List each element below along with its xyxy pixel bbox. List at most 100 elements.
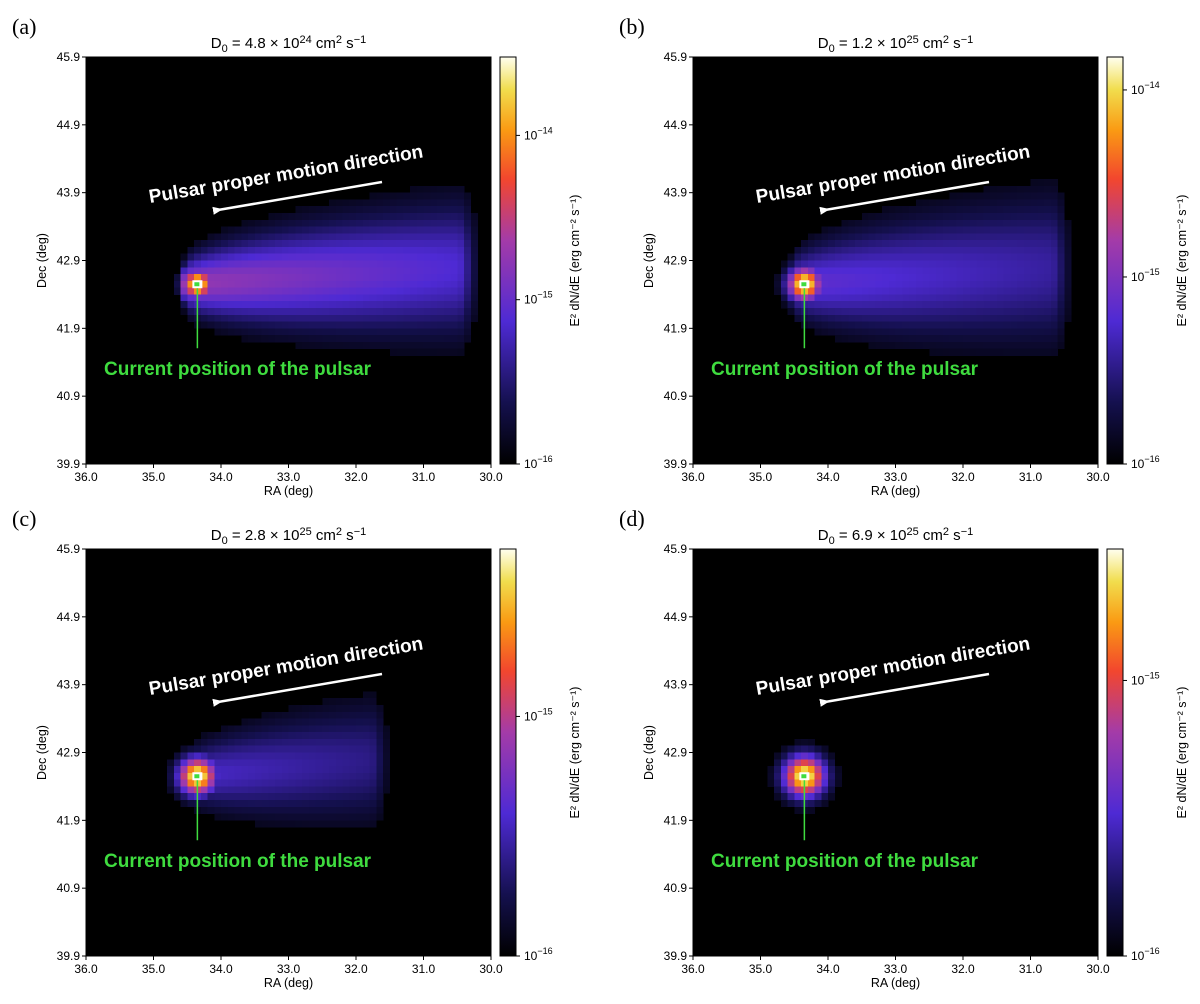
heatmap-cell [942, 314, 950, 322]
heatmap-cell [861, 301, 869, 309]
title-title-sub: 0 [222, 535, 228, 547]
heatmap-cell [423, 185, 431, 194]
heatmap-cell [335, 253, 343, 261]
heatmap-cell [349, 274, 357, 282]
heatmap-cell [956, 274, 964, 282]
heatmap-cell [855, 233, 863, 241]
heatmap-cell [430, 335, 438, 343]
heatmap-cell [1044, 294, 1052, 302]
heatmap-cell [329, 698, 337, 706]
heatmap-cell [882, 233, 890, 241]
heatmap-cell [362, 738, 370, 747]
heatmap-cell [774, 280, 782, 289]
heatmap-cell [362, 786, 370, 794]
heatmap-cell [1003, 267, 1011, 275]
colorbar-tick-base: 10 [1131, 270, 1145, 284]
heatmap-cell [1017, 314, 1025, 322]
heatmap-cell [922, 253, 930, 261]
heatmap-cell [234, 813, 242, 821]
heatmap-cell [875, 246, 883, 255]
heatmap-cell [1003, 307, 1011, 316]
heatmap-cell [416, 314, 424, 322]
heatmap-cell [936, 253, 944, 261]
heatmap-cell [902, 226, 910, 234]
heatmap-cell [423, 192, 431, 200]
heatmap-cell [227, 813, 235, 821]
heatmap-cell [200, 287, 208, 295]
heatmap-cell [437, 199, 445, 207]
heatmap-cell [396, 206, 404, 214]
heatmap-cell [194, 260, 202, 268]
heatmap-cell [828, 226, 836, 234]
heatmap-cell [915, 274, 923, 282]
heatmap-cell [437, 260, 445, 268]
heatmap-cell [288, 786, 296, 794]
heatmap-cell [1057, 314, 1065, 322]
heatmap-cell [254, 219, 262, 227]
heatmap-cell [389, 307, 397, 316]
heatmap-cell [403, 213, 411, 221]
colorbar-tick-exp: −15 [537, 290, 552, 300]
heatmap-cell [383, 786, 391, 794]
heatmap-cell [416, 267, 424, 275]
heatmap-cell [464, 226, 472, 234]
heatmap-cell [275, 779, 283, 787]
y-tick-label: 42.9 [664, 254, 688, 268]
heatmap-cell [922, 267, 930, 275]
plot-title: D0 = 4.8 × 1024 cm2 s−1 [211, 34, 366, 55]
heatmap-cell [376, 738, 384, 747]
heatmap-cell [322, 820, 330, 828]
heatmap-cell [302, 711, 310, 719]
x-tick-label: 32.0 [951, 470, 975, 484]
heatmap-cell [214, 766, 222, 774]
x-tick-label: 31.0 [1019, 962, 1043, 976]
heatmap-cell [929, 246, 937, 255]
heatmap-cell [990, 328, 998, 336]
heatmap-cell [1050, 314, 1058, 322]
heatmap-cell [1037, 253, 1045, 261]
heatmap-cell [990, 253, 998, 261]
heatmap-cell [821, 274, 829, 282]
heatmap-cell [295, 725, 303, 733]
colorbar-tick-label: 10−14 [524, 125, 553, 142]
heatmap-cell [207, 260, 215, 268]
heatmap-cell [227, 779, 235, 787]
heatmap-cell [1050, 321, 1058, 329]
heatmap-cell [929, 314, 937, 322]
heatmap-cell [861, 253, 869, 261]
heatmap-cell [1057, 301, 1065, 309]
heatmap-cell [470, 219, 478, 227]
heatmap-cell [963, 314, 971, 322]
heatmap-cell [383, 766, 391, 774]
heatmap-cell [383, 267, 391, 275]
heatmap-cell [969, 294, 977, 302]
heatmap-cell [861, 219, 869, 227]
heatmap-cell [915, 199, 923, 207]
heatmap-cell [362, 321, 370, 329]
colorbar-tick-base: 10 [1131, 83, 1145, 97]
heatmap-cell [329, 732, 337, 740]
heatmap-cell [349, 772, 357, 781]
heatmap-cell [470, 226, 478, 234]
heatmap-cell [443, 213, 451, 221]
heatmap-cell [254, 766, 262, 774]
heatmap-cell [221, 766, 229, 774]
heatmap-cell [295, 233, 303, 241]
heatmap-cell [834, 314, 842, 322]
heatmap-cell [990, 219, 998, 227]
heatmap-cell [990, 213, 998, 221]
heatmap-cell [1037, 287, 1045, 295]
heatmap-cell [362, 206, 370, 214]
heatmap-cell [416, 335, 424, 343]
heatmap-cell [949, 233, 957, 241]
heatmap-cell [322, 260, 330, 268]
heatmap-cell [342, 766, 350, 774]
heatmap-cell [261, 294, 269, 302]
heatmap-cell [834, 226, 842, 234]
heatmap-cell [288, 732, 296, 740]
heatmap-cell [464, 267, 472, 275]
heatmap-cell [248, 718, 256, 726]
heatmap-cell [1044, 179, 1052, 187]
heatmap-cell [430, 267, 438, 275]
heatmap-cell [929, 274, 937, 282]
